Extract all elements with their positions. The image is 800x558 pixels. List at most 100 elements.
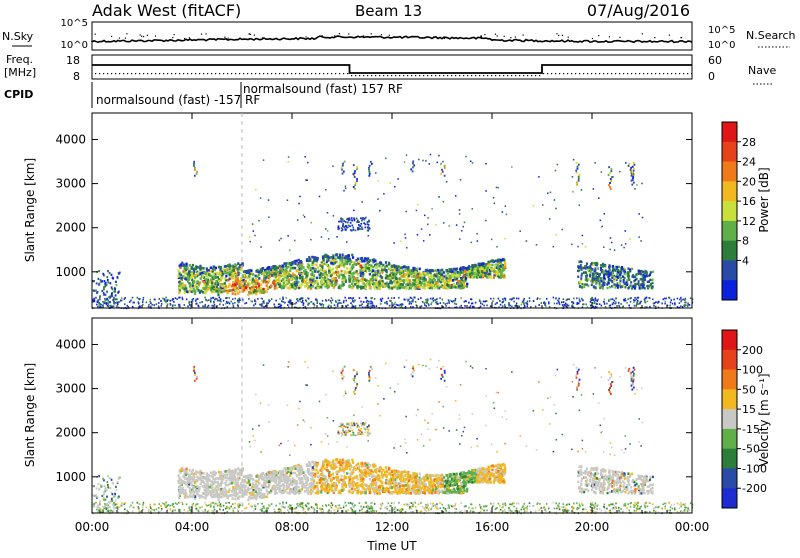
speckle-power-cell <box>579 205 581 207</box>
near-power-cell <box>404 299 406 301</box>
near-power-cell <box>278 303 280 305</box>
band-power-cell <box>352 264 354 267</box>
band-power-cell <box>304 280 306 283</box>
speckle-power-cell <box>556 234 558 236</box>
band-power-cell <box>202 267 204 270</box>
near-power-cell <box>282 297 284 299</box>
evening-power-cell <box>613 280 615 282</box>
band-power-cell <box>213 276 215 279</box>
speckle-power-cell <box>465 156 467 158</box>
band-power-cell <box>348 286 350 289</box>
near-power-cell <box>480 302 482 304</box>
near-power-cell <box>165 297 167 299</box>
patch-power-cell <box>357 227 359 229</box>
evening-power-cell <box>602 263 604 265</box>
power-colorbar-swatch <box>722 280 737 300</box>
band-power-cell <box>499 270 501 273</box>
band-power-cell <box>438 284 440 287</box>
nave-point <box>595 73 596 74</box>
near-power-cell <box>305 299 307 301</box>
nave-point <box>527 75 528 76</box>
band-power-cell <box>455 274 457 277</box>
evening-power-cell <box>601 284 603 286</box>
band-power-cell <box>447 272 449 275</box>
near-power-cell <box>223 304 225 306</box>
band-power-cell <box>348 279 350 282</box>
band-power-cell <box>356 270 358 273</box>
near-power-cell <box>218 300 220 302</box>
nsearch-point <box>556 33 557 34</box>
patch-power-cell <box>341 227 343 229</box>
band-power-cell <box>357 282 359 285</box>
near-power-cell <box>492 300 494 302</box>
near-power-cell <box>233 305 235 307</box>
speckle-power-cell <box>435 224 437 226</box>
near-power-cell <box>220 301 222 303</box>
band-power-cell <box>192 284 194 287</box>
speckle-power-cell <box>555 208 557 210</box>
band-power-cell <box>321 263 323 266</box>
band-power-cell <box>350 260 352 263</box>
nave-point <box>431 75 432 76</box>
band-power-cell <box>213 265 215 268</box>
band-power-cell <box>244 280 246 283</box>
band-power-cell <box>452 286 454 289</box>
near-power-cell <box>254 299 256 301</box>
band-power-cell <box>351 282 353 285</box>
evening-power-cell <box>579 285 581 287</box>
nave-point <box>95 73 96 74</box>
near-power-cell <box>207 306 209 308</box>
band-power-cell <box>339 259 341 262</box>
band-power-cell <box>265 271 267 274</box>
near-power-cell <box>213 302 215 304</box>
patch-power-cell <box>348 224 350 226</box>
near-power-cell <box>151 304 153 306</box>
near-power-cell <box>573 298 575 300</box>
band-power-cell <box>341 284 343 287</box>
band-power-cell <box>443 286 445 289</box>
near-power-cell <box>687 302 689 304</box>
near-power-cell <box>138 302 140 304</box>
near-power-cell <box>328 299 330 301</box>
band-power-cell <box>273 265 275 268</box>
patch-power-cell <box>364 227 366 229</box>
speckle-power-cell <box>493 197 495 199</box>
near-power-cell <box>434 299 436 301</box>
streak-power-cell <box>444 175 446 177</box>
near-power-cell <box>195 299 197 301</box>
speckle-power-cell <box>629 238 631 240</box>
speckle-power-cell <box>505 205 507 207</box>
speckle-power-cell <box>298 203 300 205</box>
band-power-cell <box>237 262 239 265</box>
streak-power-cell <box>356 168 358 170</box>
band-velocity-cell <box>355 464 357 467</box>
band-power-cell <box>233 269 235 272</box>
nave-point <box>487 75 488 76</box>
nsky-label: N.Sky <box>2 30 34 43</box>
band-power-cell <box>489 273 491 276</box>
early-power-cell <box>103 286 105 288</box>
band-power-cell <box>320 268 322 271</box>
band-power-cell <box>289 262 291 265</box>
speckle-power-cell <box>472 162 474 164</box>
near-power-cell <box>193 298 195 300</box>
band-power-cell <box>493 270 495 273</box>
near-power-cell <box>431 302 433 304</box>
near-power-cell <box>161 303 163 305</box>
near-power-cell <box>652 298 654 300</box>
power-colorbar-swatch <box>722 201 737 221</box>
near-power-cell <box>509 298 511 300</box>
band-power-cell <box>384 266 386 269</box>
near-power-cell <box>436 298 438 300</box>
power-colorbar-tick-label: 4 <box>742 254 749 267</box>
early-power-cell <box>109 301 111 303</box>
speckle-power-cell <box>459 209 461 211</box>
evening-power-cell <box>587 285 589 287</box>
nave-point <box>439 75 440 76</box>
near-power-cell <box>411 303 413 305</box>
nave-point <box>323 73 324 74</box>
near-power-cell <box>671 299 673 301</box>
power-colorbar-swatch <box>722 260 737 280</box>
band-power-cell <box>370 281 372 284</box>
band-power-cell <box>232 266 234 269</box>
